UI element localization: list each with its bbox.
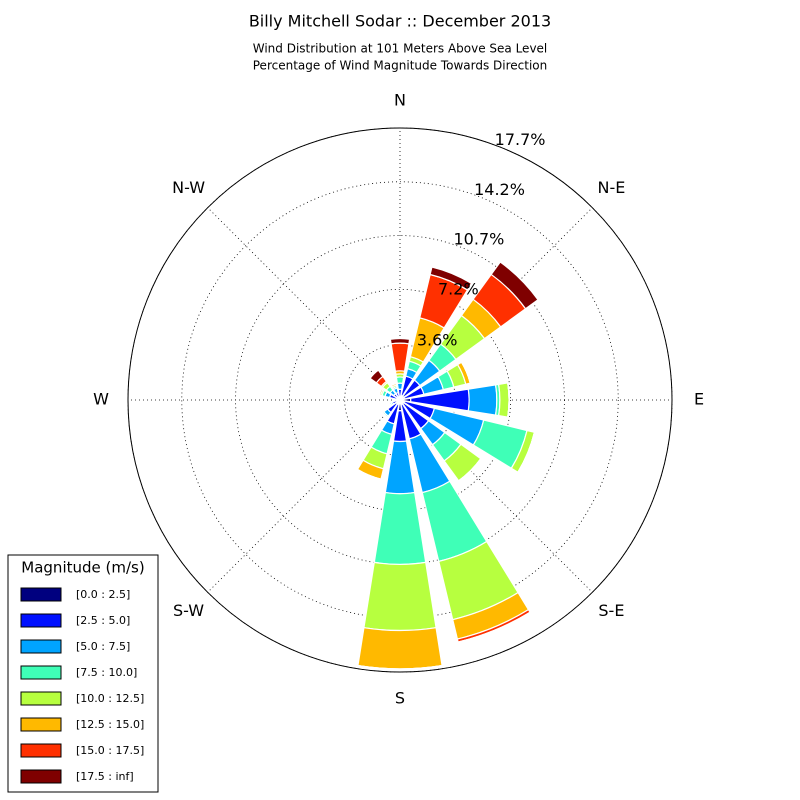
ring-label: 14.2% (474, 180, 525, 199)
wedge (373, 491, 427, 565)
wedge (384, 440, 416, 495)
wedge (363, 561, 437, 632)
wedge (378, 388, 383, 396)
chart-subtitle: Wind Distribution at 101 Meters Above Se… (253, 42, 548, 56)
direction-label: W (93, 390, 109, 409)
wedge (357, 626, 443, 670)
spoke (207, 207, 401, 401)
legend-swatch (20, 717, 62, 732)
chart-title: Billy Mitchell Sodar :: December 2013 (249, 12, 551, 31)
legend-label: [12.5 : 15.0] (76, 718, 144, 731)
legend-swatch (20, 743, 62, 758)
wedge (490, 261, 539, 310)
legend-label: [0.0 : 2.5] (76, 588, 130, 601)
legend-label: [17.5 : inf] (76, 770, 134, 783)
legend-swatch (20, 665, 62, 680)
direction-label: S-E (598, 601, 624, 620)
wedge (389, 337, 411, 345)
legend-title: Magnitude (m/s) (21, 559, 144, 577)
wedge (429, 266, 473, 291)
legend-label: [5.0 : 7.5] (76, 640, 130, 653)
wedge (497, 382, 510, 418)
ring-label: 3.6% (417, 330, 458, 349)
wedge (357, 665, 443, 670)
legend-label: [10.0 : 12.5] (76, 692, 144, 705)
wedge (390, 342, 410, 372)
chart-subtitle: Percentage of Wind Magnitude Towards Dir… (253, 59, 547, 73)
wedge (507, 382, 510, 418)
wedge (369, 369, 384, 384)
legend-label: [2.5 : 5.0] (76, 614, 130, 627)
legend-swatch (20, 613, 62, 628)
direction-label: N-W (172, 178, 205, 197)
legend-swatch (20, 639, 62, 654)
spoke (399, 399, 593, 593)
ring-label: 7.2% (438, 279, 479, 298)
wedge (382, 412, 388, 418)
legend-swatch (20, 587, 62, 602)
legend-label: [15.0 : 17.5] (76, 744, 144, 757)
grid-ring (181, 181, 619, 619)
wedge (396, 382, 404, 391)
direction-label: S (395, 689, 405, 708)
outer-circle (127, 127, 673, 673)
direction-label: N-E (597, 178, 625, 197)
wedge (467, 384, 498, 416)
ring-label: 17.7% (495, 130, 546, 149)
legend-label: [7.5 : 10.0] (76, 666, 137, 679)
legend-swatch (20, 769, 62, 784)
wedge (461, 361, 471, 384)
direction-label: N (394, 91, 406, 110)
direction-label: S-W (173, 601, 204, 620)
wedge (395, 376, 405, 384)
ring-label: 10.7% (454, 230, 505, 249)
wedge (458, 458, 482, 482)
legend-swatch (20, 691, 62, 706)
grid-ring (288, 288, 512, 512)
spoke (207, 399, 401, 593)
direction-label: E (694, 390, 704, 409)
